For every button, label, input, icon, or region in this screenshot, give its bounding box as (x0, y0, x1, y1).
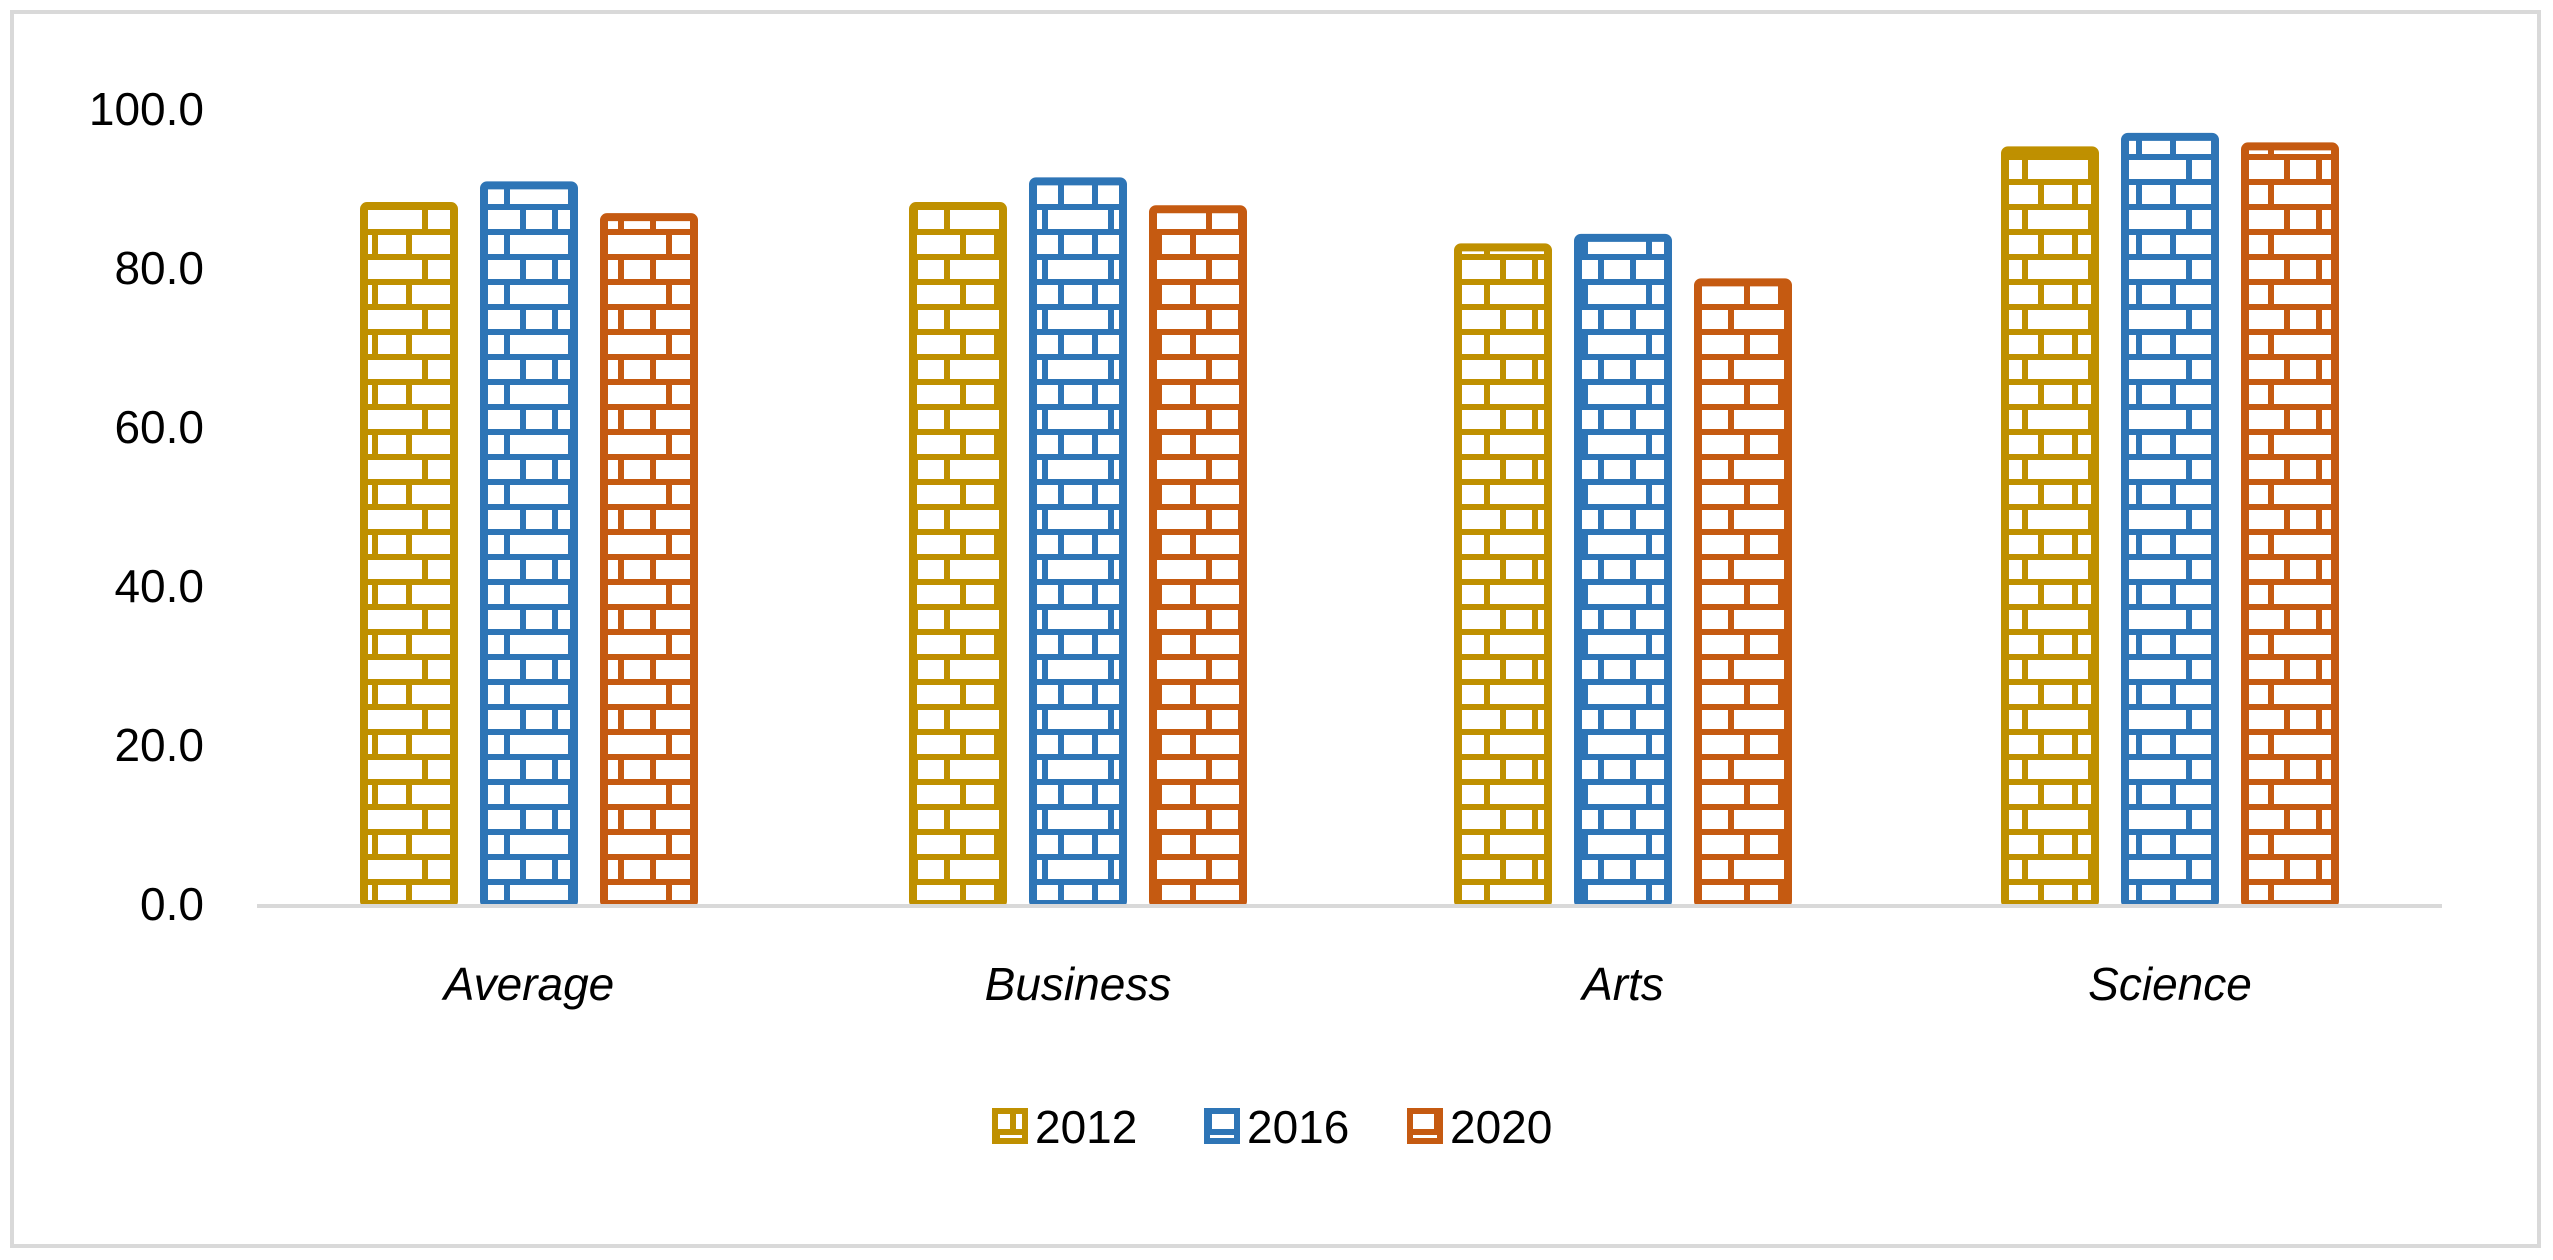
y-tick-label: 20.0 (114, 719, 204, 771)
legend-item-2020: 2020 (1407, 1101, 1552, 1153)
y-tick-label: 100.0 (89, 83, 204, 135)
y-tick-label: 0.0 (140, 878, 204, 930)
y-tick-label: 80.0 (114, 242, 204, 294)
bar-average-2012 (360, 202, 458, 908)
bar-business-2016 (1029, 177, 1127, 908)
legend-swatch (1204, 1108, 1240, 1144)
y-tick-label: 40.0 (114, 560, 204, 612)
bar-science-2012 (2001, 146, 2099, 909)
y-tick-label: 60.0 (114, 401, 204, 453)
x-category-label: Science (2088, 958, 2252, 1010)
legend-swatch (1407, 1108, 1443, 1144)
bar-arts-2012 (1454, 243, 1552, 909)
legend-label: 2016 (1247, 1101, 1349, 1153)
legend-label: 2012 (1035, 1101, 1137, 1153)
legend-item-2016: 2016 (1204, 1101, 1349, 1153)
bar-average-2016 (480, 181, 578, 909)
bar-science-2020 (2241, 142, 2339, 908)
bar-science-2016 (2121, 132, 2219, 909)
x-category-label: Business (985, 958, 1172, 1010)
bar-average-2020 (600, 213, 698, 908)
legend-swatch (992, 1108, 1028, 1144)
bar-arts-2016 (1574, 233, 1672, 908)
x-category-label: Average (441, 958, 615, 1010)
x-category-label: Arts (1579, 958, 1664, 1010)
bar-business-2012 (909, 202, 1007, 908)
bar-arts-2020 (1694, 278, 1792, 908)
legend-label: 2020 (1450, 1101, 1552, 1153)
bar-business-2020 (1149, 205, 1247, 908)
legend-item-2012: 2012 (992, 1101, 1137, 1153)
